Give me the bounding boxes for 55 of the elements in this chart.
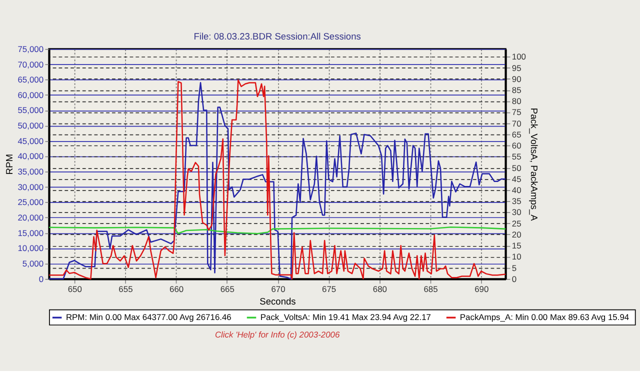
y-tick-label: 55,000 — [18, 105, 44, 116]
x-tick-label: 650 — [68, 284, 82, 294]
y-tick-label: 15,000 — [18, 228, 44, 238]
y2-tick-label: 10 — [512, 252, 522, 262]
y2-tick-label: 95 — [512, 62, 522, 73]
chart-title: File: 08.03.23.BDR Session:All Sessions — [194, 32, 362, 42]
y2-tick-label: 75 — [512, 107, 522, 118]
x-axis-title: Seconds — [260, 296, 296, 307]
y-tick-label: 70,000 — [18, 59, 44, 70]
y2-tick-label: 65 — [512, 129, 522, 140]
y-tick-label: 60,000 — [18, 90, 44, 100]
y2-tick-label: 0 — [512, 274, 517, 284]
line-series — [48, 226, 506, 234]
y2-tick-label: 100 — [512, 52, 526, 62]
x-tick-label: 675 — [322, 284, 336, 294]
x-tick-label: 660 — [170, 284, 184, 294]
y2-tick-label: 90 — [512, 74, 522, 84]
y2-tick-label: 85 — [512, 85, 522, 96]
y2-axis-title: Pack_VoltsA, PackAmps_A — [529, 108, 540, 222]
y-tick-label: 65,000 — [18, 74, 44, 85]
y-axis-title: RPM — [4, 154, 15, 175]
y2-tick-label: 60 — [512, 140, 522, 151]
x-tick-label: 680 — [372, 284, 388, 294]
x-tick-label: 685 — [424, 284, 438, 294]
y-tick-label: 45,000 — [18, 136, 44, 146]
x-tick-label: 690 — [474, 284, 489, 294]
y2-tick-label: 15 — [512, 240, 522, 251]
y-tick-label: 75,000 — [18, 44, 44, 54]
y2-tick-label: 40 — [512, 185, 522, 196]
y-tick-label: 5,000 — [22, 258, 44, 269]
y-tick-label: 25,000 — [18, 197, 44, 208]
x-tick-label: 665 — [220, 284, 235, 294]
y2-tick-label: 55 — [512, 152, 522, 162]
y-tick-label: 50,000 — [18, 120, 44, 131]
y-tick-label: 0 — [38, 274, 44, 284]
legend-label: Pack_VoltsA: Min 19.41 Max 23.94 Avg 22.17 — [260, 312, 432, 322]
y2-tick-label: 45 — [512, 174, 522, 184]
y2-tick-label: 80 — [512, 96, 522, 106]
y2-tick-label: 30 — [512, 207, 522, 218]
y2-tick-label: 50 — [512, 162, 522, 173]
x-tick-label: 655 — [118, 284, 134, 294]
y2-tick-label: 70 — [512, 118, 522, 128]
y2-tick-label: 25 — [512, 218, 522, 228]
legend-label: PackAmps_A: Min 0.00 Max 89.63 Avg 15.94 — [460, 312, 630, 322]
y-tick-label: 10,000 — [18, 243, 44, 254]
legend-label: RPM: Min 0.00 Max 64377.00 Avg 26716.46 — [66, 312, 232, 322]
x-tick-label: 670 — [271, 284, 286, 294]
y-tick-label: 35,000 — [18, 166, 44, 177]
text: Click 'Help' for Info (c) 2003-2006 — [214, 329, 340, 340]
y2-tick-label: 20 — [512, 229, 522, 240]
y-tick-label: 20,000 — [18, 212, 44, 223]
y2-tick-label: 35 — [512, 196, 522, 206]
y2-tick-label: 5 — [512, 262, 517, 273]
y-tick-label: 30,000 — [18, 182, 44, 192]
y-tick-label: 40,000 — [18, 151, 44, 162]
